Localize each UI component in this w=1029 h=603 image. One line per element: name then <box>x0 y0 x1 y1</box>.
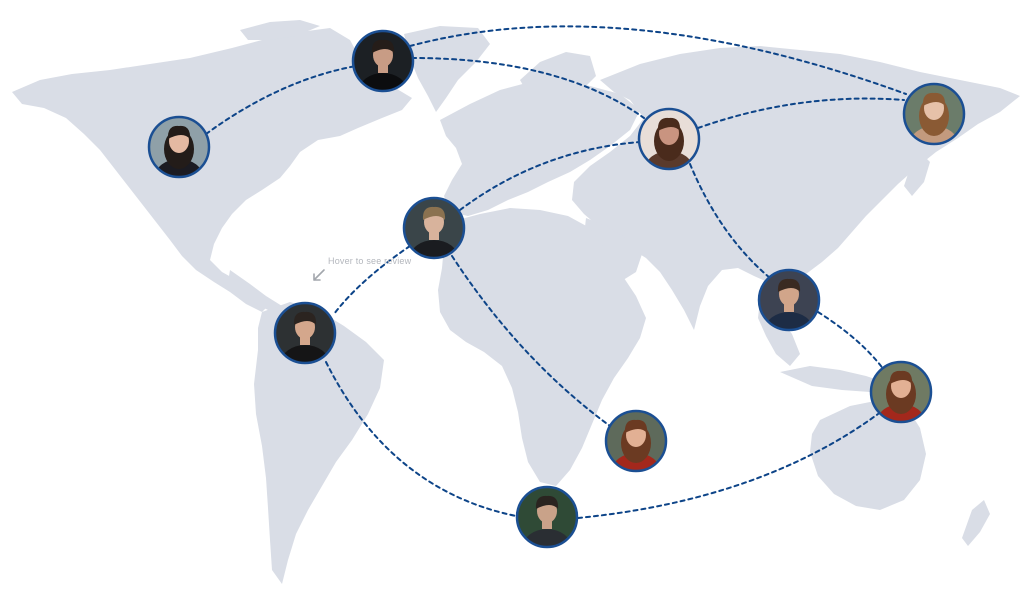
woman-portrait-icon <box>639 109 699 169</box>
route-russia-to-india <box>689 163 771 279</box>
route-colombia-to-south-atlantic <box>325 361 517 517</box>
continent-central-america <box>228 270 282 314</box>
avatar-colombia[interactable] <box>273 301 337 381</box>
region-indonesia <box>780 366 890 392</box>
continent-scandinavia <box>520 52 596 112</box>
continent-greenland <box>404 26 490 112</box>
man-portrait-icon <box>759 270 819 330</box>
region-japan <box>904 150 930 196</box>
arctic-islands <box>240 20 320 40</box>
woman-portrait-icon <box>871 362 931 422</box>
avatar-layer <box>147 29 966 565</box>
continent-australia <box>810 400 926 510</box>
avatar-russia[interactable] <box>637 107 701 187</box>
route-northeast-usa-to-russia <box>411 57 645 119</box>
route-spain-to-russia <box>459 141 641 211</box>
island-uk <box>464 126 488 160</box>
hover-hint-text: Hover to see review <box>328 256 412 266</box>
woman-portrait-icon <box>904 84 964 144</box>
continent-south-america <box>254 302 384 584</box>
avatar-northeast-usa[interactable] <box>351 29 415 109</box>
arrow-down-left-icon <box>313 269 325 281</box>
man-portrait-icon <box>404 198 464 258</box>
avatar-spain[interactable] <box>402 196 466 276</box>
continent-north-america <box>12 28 412 312</box>
man-portrait-icon <box>353 31 413 91</box>
avatar-south-atlantic[interactable] <box>515 485 579 565</box>
avatar-india[interactable] <box>757 268 821 348</box>
world-map <box>12 20 1020 584</box>
route-lines <box>205 25 907 519</box>
woman-portrait-icon <box>149 117 209 177</box>
island-new-zealand <box>962 500 990 546</box>
route-india-to-australia <box>817 311 885 371</box>
route-north-america-to-northeast-usa <box>205 65 357 135</box>
man-portrait-icon <box>517 487 577 547</box>
avatar-africa[interactable] <box>604 409 668 489</box>
route-russia-to-far-east <box>697 97 905 129</box>
region-arabia <box>584 218 642 282</box>
continent-europe <box>440 80 640 216</box>
route-south-atlantic-to-australia <box>577 413 879 519</box>
route-spain-to-africa <box>451 255 611 427</box>
avatar-far-east[interactable] <box>902 82 966 162</box>
continent-africa <box>438 208 646 486</box>
man-portrait-icon <box>275 303 335 363</box>
route-northeast-usa-to-far-east <box>409 25 907 95</box>
woman-portrait-icon <box>606 411 666 471</box>
route-spain-to-colombia <box>333 245 411 315</box>
avatar-north-america[interactable] <box>147 115 211 195</box>
avatar-australia[interactable] <box>869 360 933 440</box>
